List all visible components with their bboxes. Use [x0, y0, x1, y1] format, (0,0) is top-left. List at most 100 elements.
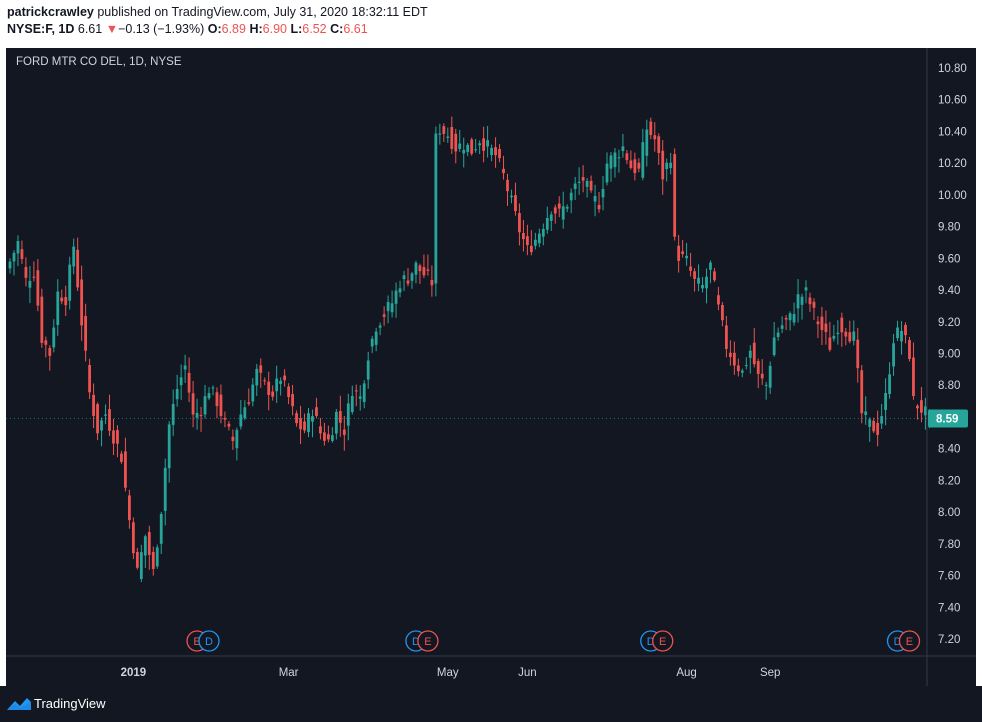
candle-body	[135, 551, 139, 568]
price-tick-label: 9.80	[938, 222, 960, 234]
candle-body	[386, 302, 390, 312]
candle-body	[816, 321, 820, 325]
candle-body	[251, 384, 255, 402]
candle-body	[235, 429, 239, 449]
author-name[interactable]: patrickcrawley	[7, 5, 94, 19]
candle-body	[247, 402, 251, 404]
candle-body	[323, 432, 326, 441]
candle-body	[60, 297, 64, 302]
candle-body	[553, 207, 557, 214]
candle-body	[836, 332, 840, 335]
publish-line: patrickcrawley published on TradingView.…	[7, 5, 428, 19]
earnings-event-label: E	[659, 636, 666, 648]
candle-body	[522, 233, 525, 240]
tradingview-brand[interactable]: TradingView	[34, 696, 106, 711]
candle-body	[175, 389, 179, 400]
candle-body	[382, 314, 386, 317]
candle-body	[764, 384, 768, 386]
candle-body	[56, 291, 60, 325]
candle-body	[732, 352, 736, 366]
candle-body	[653, 135, 657, 140]
price-axis[interactable]: 10.80 10.60 10.40 10.20 10.00 9.80 9.60 9.40 9.2…	[938, 63, 967, 646]
price-tick-label: 8.40	[938, 444, 960, 456]
time-axis[interactable]: 2019 Mar May Jun Aug Sep	[121, 667, 781, 679]
candle-body	[900, 331, 903, 342]
candle-body	[705, 276, 708, 289]
candle-body	[167, 424, 171, 469]
candle-body	[856, 339, 860, 369]
candle-body	[163, 467, 167, 511]
candle-body	[486, 140, 489, 147]
candle-body	[904, 324, 907, 336]
candle-body	[518, 213, 521, 233]
candle-body	[526, 236, 529, 246]
candle-body	[752, 342, 756, 365]
candle-body	[629, 160, 633, 168]
candle-body	[24, 266, 28, 278]
price-tick-label: 9.40	[938, 285, 960, 297]
candle-body	[549, 214, 553, 221]
candle-body	[884, 393, 887, 410]
open-label: O:	[207, 22, 222, 36]
price-tick-label: 10.20	[938, 158, 967, 170]
price-tick-label: 10.40	[938, 126, 967, 138]
candle-body	[311, 416, 314, 422]
earnings-event-marker[interactable]	[417, 630, 439, 652]
time-tick-label: Jun	[518, 667, 537, 679]
candle-body	[494, 147, 497, 156]
low-label: L:	[290, 22, 303, 36]
candle-body	[529, 245, 533, 253]
candle-body	[872, 420, 876, 432]
candle-body	[131, 522, 135, 554]
candle-body	[860, 370, 864, 414]
candle-body	[143, 536, 147, 556]
candle-body	[589, 180, 593, 191]
candle-body	[124, 451, 127, 488]
candle-body	[231, 436, 235, 441]
footer-bar: TradingView	[0, 686, 982, 722]
dividend-event-label: D	[205, 636, 213, 648]
candle-body	[593, 195, 597, 202]
candle-body	[744, 365, 748, 367]
candle-body	[458, 143, 462, 149]
candle-body	[366, 360, 370, 380]
earnings-event-marker[interactable]	[652, 630, 674, 652]
time-tick-label: Aug	[676, 667, 696, 679]
earnings-event-label: E	[193, 636, 200, 648]
candle-body	[924, 406, 927, 416]
price-tick-label: 8.80	[938, 380, 960, 392]
candle-body	[876, 422, 880, 435]
candle-body	[426, 269, 430, 271]
last-price-label: 8.59	[936, 414, 958, 426]
candle-body	[358, 396, 362, 399]
candle-body	[346, 403, 350, 426]
candle-body	[191, 393, 195, 415]
candle-body	[211, 387, 215, 389]
candle-body	[227, 423, 231, 427]
candle-body	[92, 394, 95, 416]
candle-body	[780, 325, 784, 329]
candle-body	[120, 453, 123, 462]
candle-body	[40, 296, 44, 343]
candle-body	[709, 262, 712, 270]
candle-body	[116, 430, 119, 444]
candle-body	[804, 287, 808, 291]
earnings-event-label: E	[424, 636, 431, 648]
candle-body	[315, 407, 318, 416]
candle-body	[585, 180, 589, 187]
tradingview-logo-icon[interactable]	[6, 695, 32, 713]
candle-body	[760, 373, 764, 379]
earnings-event-marker[interactable]	[898, 630, 921, 652]
candle-body	[510, 195, 513, 198]
candle-body	[474, 149, 478, 151]
candle-body	[398, 288, 402, 293]
candle-body	[410, 273, 414, 281]
price-tick-label: 9.00	[938, 349, 960, 361]
candle-body	[633, 159, 637, 174]
candle-body	[681, 251, 685, 255]
candle-body	[374, 331, 378, 345]
candle-body	[506, 179, 509, 192]
dividend-event-marker[interactable]	[198, 630, 220, 652]
